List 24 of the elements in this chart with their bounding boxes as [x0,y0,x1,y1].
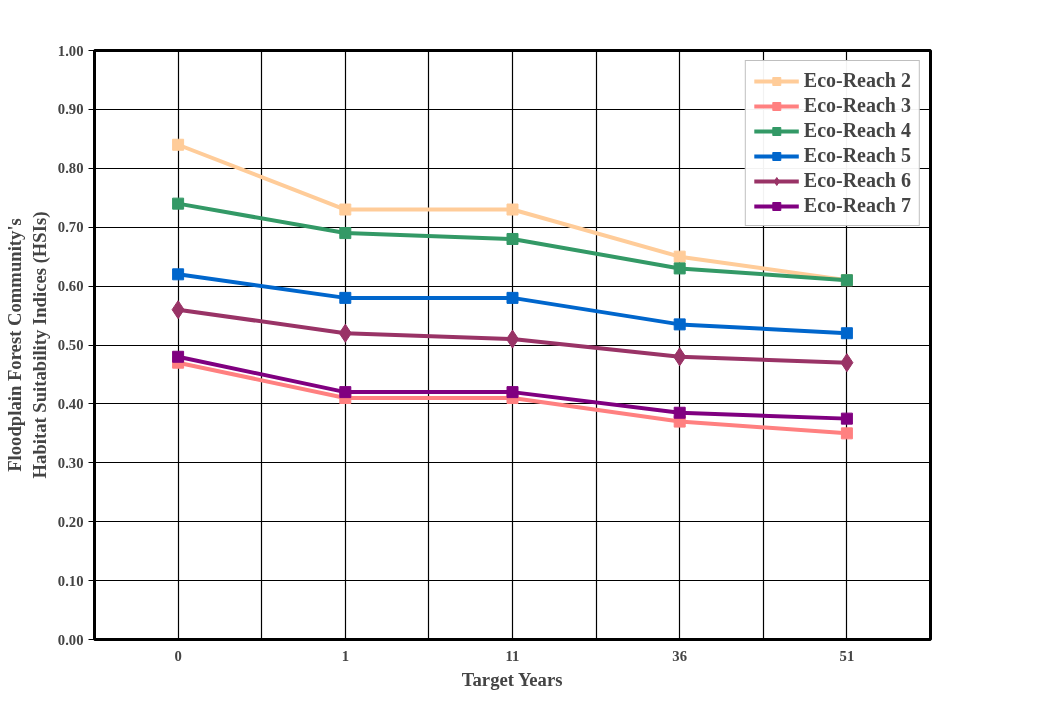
legend-label: Eco-Reach 7 [803,194,911,217]
x-tick-label: 11 [505,647,520,664]
y-tick-label: 0.60 [57,278,84,295]
x-axis-title: Target Years [461,668,563,690]
y-tick-label: 0.80 [57,160,84,177]
y-tick-label: 1.00 [57,42,84,59]
x-tick-label: 1 [341,647,349,664]
y-tick-label: 0.00 [57,631,84,648]
y-tick-label: 0.90 [57,101,84,118]
x-tick-label: 36 [672,647,688,664]
x-tick-label: 0 [174,647,182,664]
y-tick-label: 0.50 [57,337,84,353]
legend-label: Eco-Reach 4 [803,119,911,142]
legend-label: Eco-Reach 6 [803,169,911,192]
legend-label: Eco-Reach 3 [803,94,911,117]
y-tick-label: 0.40 [57,395,84,412]
y-axis-title: Floodplain Forest Community's Habitat Suitability Indices (HSIs) [3,211,51,479]
legend-label: Eco-Reach 2 [803,69,911,92]
x-tick-label: 51 [839,647,855,664]
y-tick-label: 0.70 [57,219,84,236]
y-tick-label: 0.10 [57,572,84,589]
y-tick-label: 0.30 [57,454,84,471]
legend-label: Eco-Reach 5 [803,144,911,167]
y-tick-label: 0.20 [57,513,84,530]
